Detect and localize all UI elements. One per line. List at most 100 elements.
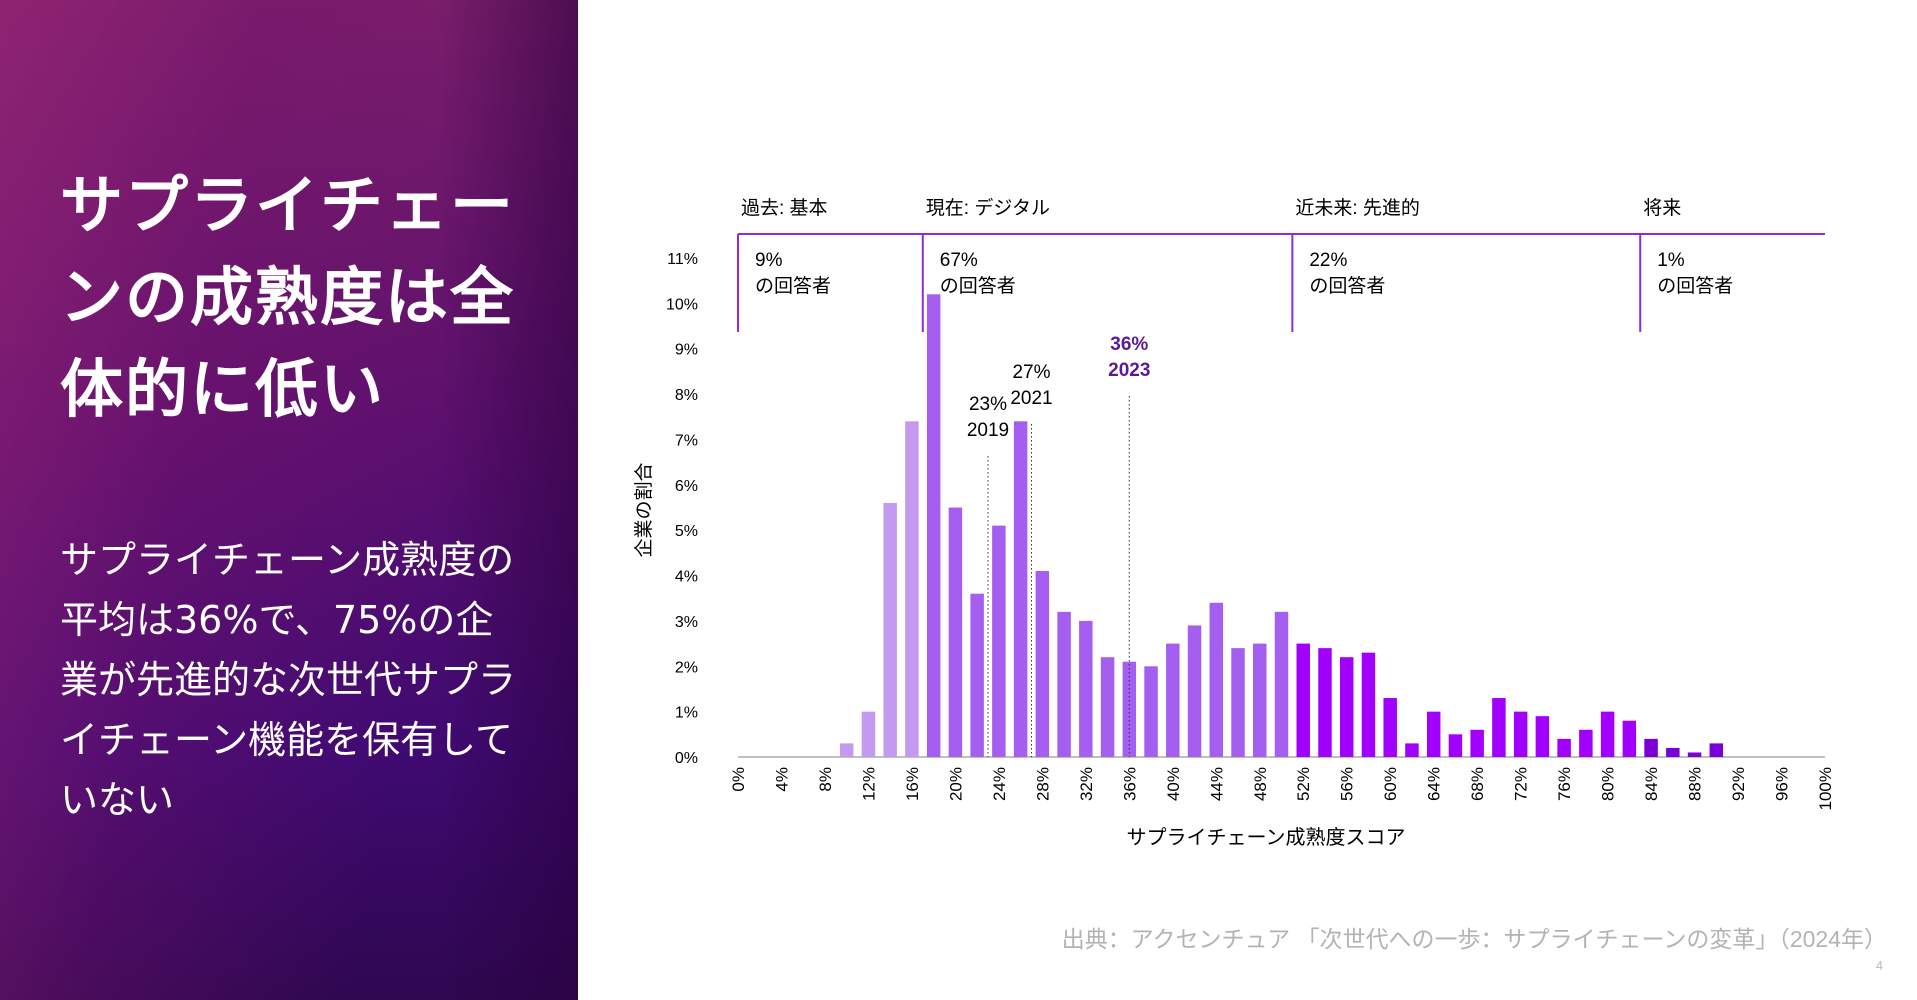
x-tick: 24% (990, 767, 1009, 801)
x-tick-label: 96% (1773, 767, 1792, 801)
x-tick-label: 80% (1599, 767, 1618, 801)
y-tick-label: 5% (675, 523, 698, 540)
y-tick-label: 8% (675, 387, 698, 404)
x-tick-label: 56% (1338, 767, 1357, 801)
bar-54 (1318, 648, 1332, 757)
x-tick: 96% (1773, 767, 1792, 801)
bar-90 (1709, 743, 1724, 757)
bar-44 (1209, 602, 1224, 757)
x-tick: 44% (1207, 767, 1226, 801)
bar-78 (1579, 729, 1593, 757)
bar-88 (1687, 752, 1702, 757)
bar-12 (861, 711, 876, 757)
average-value-2019: 23% (969, 394, 1007, 415)
phase-percent: 1% (1657, 250, 1685, 271)
x-tick: 20% (946, 767, 965, 801)
y-tick-label: 6% (675, 478, 698, 495)
bar-46 (1231, 648, 1245, 757)
bar-26 (1013, 421, 1028, 757)
bar-86 (1666, 747, 1680, 757)
phase-label: 将来 (1643, 197, 1681, 219)
x-tick: 100% (1816, 767, 1835, 810)
bar-84 (1644, 738, 1658, 757)
x-tick: 32% (1077, 767, 1096, 801)
x-tick-label: 12% (859, 767, 878, 801)
x-tick-label: 20% (946, 767, 965, 801)
x-tick-label: 16% (903, 767, 922, 801)
bar-20 (948, 507, 963, 757)
x-tick-label: 0% (729, 767, 748, 792)
x-tick-label: 24% (990, 767, 1009, 801)
bar-24 (992, 525, 1006, 757)
y-tick-label: 0% (675, 750, 698, 767)
bar-70 (1492, 698, 1506, 757)
average-annotations: 23% 2019 27% 2021 36% 2023 (967, 334, 1150, 757)
bar-52 (1296, 643, 1310, 757)
bars (839, 294, 1724, 757)
bar-58 (1361, 652, 1376, 757)
phase-bands: 過去: 基本 9% の回答者 現在: デジタル 67% の回答者 近未来: 先進的 22% の回… (737, 197, 1825, 332)
bar-18 (926, 294, 941, 757)
phase-label: 現在: デジタル (926, 197, 1050, 219)
y-axis-label: 企業の割合 (633, 462, 655, 557)
y-tick-label: 1% (675, 705, 698, 722)
x-tick-label: 4% (772, 767, 791, 792)
phase-percent: 22% (1309, 250, 1347, 271)
x-tick-label: 92% (1729, 767, 1748, 801)
slide-subtitle: サプライチェーン成熟度の平均は36%で、75%の企業が先進的な次世代サプライチェ… (60, 538, 517, 822)
x-tick: 88% (1686, 767, 1705, 801)
bar-10 (839, 743, 854, 757)
bar-38 (1144, 666, 1158, 757)
x-tick-label: 76% (1555, 767, 1574, 801)
bar-28 (1035, 571, 1050, 757)
bar-64 (1426, 711, 1441, 757)
axes: 0% 1% 2% 3% 4% 5% 6% 7% 8% 9% 10% 11% 0% 4% 8% 12% 16% 20… (666, 251, 1835, 810)
phase-percent: 67% (940, 250, 978, 271)
x-tick: 12% (859, 767, 878, 801)
y-tick-label: 11% (667, 251, 698, 268)
x-tick-label: 8% (816, 767, 835, 792)
bar-34 (1100, 657, 1115, 757)
bar-68 (1470, 729, 1484, 757)
x-tick-label: 32% (1077, 767, 1096, 801)
x-tick: 48% (1251, 767, 1270, 801)
x-tick: 40% (1164, 767, 1183, 801)
bar-14 (883, 502, 897, 757)
bar-50 (1274, 611, 1289, 757)
x-tick-label: 88% (1686, 767, 1705, 801)
x-tick: 72% (1512, 767, 1531, 801)
phase-respondents: の回答者 (940, 275, 1016, 297)
bar-48 (1253, 643, 1267, 757)
x-tick-label: 52% (1294, 767, 1313, 801)
y-tick-label: 4% (675, 569, 698, 586)
x-tick-label: 68% (1468, 767, 1487, 801)
phase-respondents: の回答者 (755, 275, 831, 297)
page-number: 4 (1875, 958, 1883, 973)
x-tick-label: 40% (1164, 767, 1183, 801)
x-tick: 76% (1555, 767, 1574, 801)
average-value-2021: 27% (1012, 362, 1050, 383)
phase-percent: 9% (755, 250, 783, 271)
x-tick: 0% (729, 767, 748, 792)
y-tick-label: 7% (675, 432, 698, 449)
x-tick: 52% (1294, 767, 1313, 801)
bar-74 (1535, 716, 1550, 757)
x-tick-label: 100% (1816, 767, 1835, 810)
y-tick-label: 9% (675, 342, 698, 359)
y-tick-label: 3% (675, 614, 698, 631)
average-year-2019: 2019 (967, 420, 1009, 441)
x-tick-label: 44% (1207, 767, 1226, 801)
x-tick: 84% (1642, 767, 1661, 801)
bar-66 (1448, 734, 1463, 757)
x-tick: 8% (816, 767, 835, 792)
phase-respondents: の回答者 (1309, 275, 1385, 297)
y-tick-label: 10% (666, 296, 698, 313)
slide-title: サプライチェーンの成熟度は全体的に低い (60, 169, 515, 426)
x-tick-label: 72% (1512, 767, 1531, 801)
title-panel: サプライチェーンの成熟度は全体的に低い サプライチェーン成熟度の平均は36%で、… (0, 0, 578, 1000)
x-tick: 92% (1729, 767, 1748, 801)
x-tick-label: 84% (1642, 767, 1661, 801)
bar-56 (1339, 657, 1354, 757)
bar-42 (1187, 625, 1202, 757)
